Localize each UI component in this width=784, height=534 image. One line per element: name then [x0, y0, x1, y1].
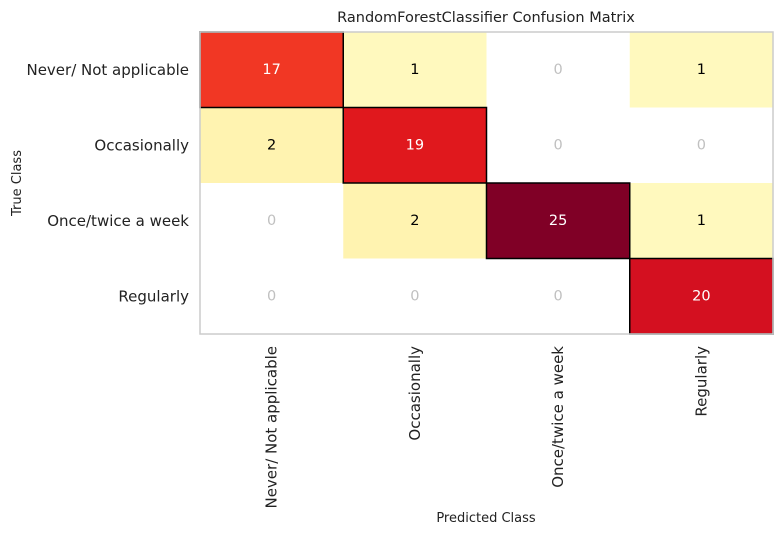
cell-value-label: 0 [267, 213, 276, 229]
heatmap-cell [629, 107, 774, 184]
x-tick-label: Never/ Not applicable [263, 346, 281, 509]
y-tick-label: Occasionally [94, 136, 189, 154]
heatmap-cell [343, 183, 487, 259]
heatmap-cell [200, 183, 344, 259]
x-tick-label: Regularly [692, 346, 710, 417]
cell-value-label: 2 [267, 137, 276, 153]
x-tick-label: Once/twice a week [549, 346, 567, 488]
cell-value-label: 1 [410, 62, 419, 78]
diagonal-cell-outline [342, 106, 488, 184]
cell-values: 17 1 0 1 2 19 0 0 0 2 25 1 0 0 0 20 [262, 62, 710, 305]
cell-value-label: 20 [692, 288, 710, 304]
cell-value-label: 0 [554, 62, 563, 78]
y-tick-labels: Never/ Not applicable Occasionally Once/tw… [26, 61, 189, 306]
cell-value-label: 25 [549, 213, 567, 229]
heatmap-cell [200, 258, 344, 335]
y-tick-label: Never/ Not applicable [26, 61, 189, 79]
heatmap-cell [629, 183, 774, 259]
plot-frame [199, 31, 774, 335]
heatmap-cells [200, 32, 774, 335]
heatmap-cell [629, 32, 774, 108]
heatmap-cell [486, 258, 631, 335]
heatmap-cell [486, 183, 631, 259]
heatmap-cell [343, 32, 487, 108]
cell-value-label: 1 [697, 213, 706, 229]
x-tick-label: Occasionally [406, 346, 424, 441]
heatmap-cell [343, 258, 487, 335]
cell-value-label: 1 [697, 62, 706, 78]
x-axis-label: Predicted Class [436, 511, 536, 526]
x-tick-labels: Never/ Not applicable Occasionally Once/tw… [263, 346, 711, 509]
chart-title: RandomForestClassifier Confusion Matrix [337, 10, 635, 26]
y-axis-label: True Class [10, 150, 25, 217]
heatmap-cell [629, 258, 774, 335]
y-tick-label: Once/twice a week [47, 212, 189, 230]
y-tick-label: Regularly [118, 287, 189, 305]
cell-value-label: 17 [262, 62, 280, 78]
heatmap-cell [200, 32, 344, 108]
heatmap-cell [343, 107, 487, 184]
heatmap-cell [486, 32, 631, 108]
cell-value-label: 0 [697, 137, 706, 153]
cell-value-label: 0 [554, 137, 563, 153]
cell-value-label: 19 [406, 137, 424, 153]
heatmap-cell [200, 107, 344, 184]
diagonal-cell-outline [485, 182, 631, 260]
heatmap-cell [486, 107, 631, 184]
cell-value-label: 0 [267, 288, 276, 304]
cell-value-label: 0 [554, 288, 563, 304]
cell-value-label: 2 [410, 213, 419, 229]
cell-value-label: 0 [410, 288, 419, 304]
